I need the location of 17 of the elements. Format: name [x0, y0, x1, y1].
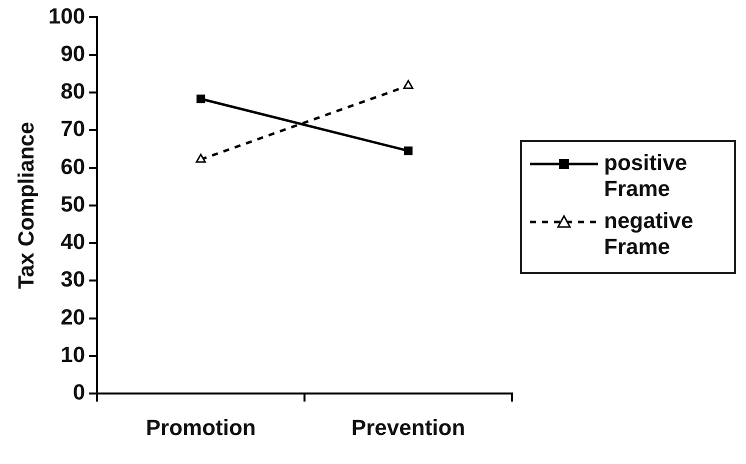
x-tick-label: Promotion	[146, 414, 256, 440]
y-tick-label: 10	[60, 342, 86, 368]
legend-label: negative Frame	[604, 208, 694, 260]
y-tick-label: 80	[60, 78, 86, 104]
y-tick-label: 20	[60, 304, 86, 330]
y-tick-label: 30	[60, 266, 86, 292]
point	[196, 94, 206, 104]
y-tick-label: 0	[72, 380, 86, 405]
y-axis-title: Tax Compliance	[13, 122, 38, 289]
y-tick-label: 50	[60, 191, 86, 216]
y-tick-label: 70	[60, 116, 86, 142]
x-tick-label: Prevention	[351, 414, 466, 440]
y-tick-label: 60	[60, 154, 86, 179]
point	[404, 146, 413, 156]
y-tick-label: 90	[60, 40, 86, 66]
y-tick-label: 100	[48, 3, 86, 28]
y-tick-label: 40	[60, 229, 86, 254]
